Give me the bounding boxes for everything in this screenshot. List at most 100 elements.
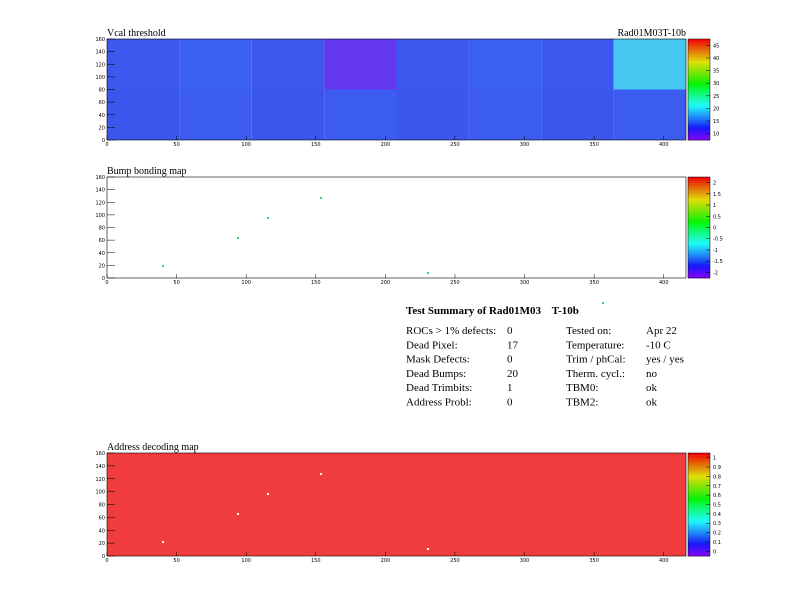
colorbar-step [688, 518, 710, 522]
colorbar-step [688, 135, 710, 139]
summary-value: no [646, 368, 658, 380]
colorbar-label: -1.5 [713, 259, 723, 265]
summary-label: Tested on: [566, 325, 611, 337]
summary-value: 20 [507, 368, 519, 380]
colorbar-step [688, 113, 710, 117]
colorbar-step [688, 59, 710, 62]
colorbar-step [688, 267, 710, 271]
y-tick-label: 40 [99, 528, 105, 534]
colorbar-step [688, 75, 710, 78]
y-tick-label: 100 [95, 213, 105, 219]
colorbar-step [688, 51, 710, 54]
summary-value: ok [646, 397, 658, 409]
colorbar-step [688, 93, 710, 96]
colorbar-step [688, 494, 710, 497]
colorbar-step [688, 485, 710, 489]
x-tick-label: 150 [311, 280, 321, 286]
summary-value: yes / yes [646, 354, 684, 366]
colorbar-step [688, 523, 710, 526]
colorbar-label: 0 [713, 549, 716, 555]
summary-value: ok [646, 382, 658, 394]
summary-label: Dead Pixel: [406, 339, 458, 351]
colorbar-step [688, 127, 710, 131]
colorbar-step [688, 221, 710, 224]
colorbar-step [688, 227, 710, 230]
colorbar-step [688, 457, 710, 460]
summary-label: TBM0: [566, 382, 598, 394]
summary-label: Temperature: [566, 339, 624, 351]
colorbar-label: 40 [713, 56, 719, 62]
colorbar-step [688, 137, 710, 141]
y-tick-label: 60 [99, 100, 105, 106]
y-tick-label: 20 [99, 125, 105, 131]
colorbar-step [688, 533, 710, 536]
colorbar-label: 1 [713, 203, 716, 209]
colorbar-step [688, 459, 710, 462]
summary-value: 17 [507, 339, 519, 351]
x-tick-label: 100 [241, 280, 251, 286]
summary-label: Therm. cycl.: [566, 368, 625, 380]
map-area [107, 453, 686, 556]
x-tick-label: 0 [105, 558, 108, 564]
colorbar-step [688, 77, 710, 80]
pixel-dot [162, 265, 164, 267]
colorbar-step [688, 61, 710, 64]
colorbar-step [688, 259, 710, 263]
y-tick-label: 120 [95, 62, 105, 68]
colorbar-label: 0.7 [713, 484, 721, 490]
y-tick-label: 40 [99, 251, 105, 257]
colorbar-step [688, 211, 710, 214]
colorbar-step [688, 219, 710, 222]
colorbar-step [688, 231, 710, 234]
colorbar-step [688, 271, 710, 275]
colorbar-step [688, 205, 710, 208]
colorbar-label: 10 [713, 132, 719, 138]
roc-lower [107, 89, 180, 140]
colorbar-label: 45 [713, 43, 719, 49]
colorbar-step [688, 257, 710, 261]
summary-title: Test Summary of Rad01M03 T-10b [406, 305, 579, 317]
colorbar-step [688, 541, 710, 544]
colorbar-label: 25 [713, 94, 719, 100]
colorbar-step [688, 65, 710, 68]
colorbar-step [688, 119, 710, 123]
y-tick-label: 160 [95, 451, 105, 457]
colorbar-step [688, 45, 710, 48]
colorbar-step [688, 241, 710, 244]
y-tick-label: 120 [95, 200, 105, 206]
summary-label: Mask Defects: [406, 354, 470, 366]
x-tick-label: 350 [589, 142, 599, 148]
colorbar-step [688, 235, 710, 238]
x-tick-label: 200 [381, 558, 391, 564]
x-tick-label: 0 [105, 280, 108, 286]
colorbar-step [688, 498, 710, 501]
colorbar-step [688, 125, 710, 129]
y-tick-label: 0 [102, 138, 105, 144]
roc-upper [179, 39, 252, 90]
y-tick-label: 140 [95, 464, 105, 470]
colorbar-step [688, 91, 710, 94]
colorbar-step [688, 179, 710, 182]
colorbar-step [688, 215, 710, 218]
roc-upper [468, 39, 542, 90]
colorbar-step [688, 83, 710, 86]
summary-label: Dead Trimbits: [406, 382, 472, 394]
colorbar-step [688, 67, 710, 70]
y-tick-label: 140 [95, 50, 105, 56]
colorbar-step [688, 253, 710, 257]
x-tick-label: 50 [173, 142, 179, 148]
colorbar-step [688, 187, 710, 190]
colorbar-step [688, 520, 710, 524]
colorbar-step [688, 209, 710, 212]
pixel-dot [320, 197, 322, 199]
roc-upper [396, 39, 469, 90]
colorbar-step [688, 105, 710, 108]
colorbar-step [688, 131, 710, 135]
pixel-dot [602, 302, 604, 304]
colorbar-step [688, 225, 710, 228]
colorbar-step [688, 199, 710, 202]
colorbar-step [688, 531, 710, 534]
colorbar-step [688, 41, 710, 44]
colorbar-step [688, 463, 710, 466]
